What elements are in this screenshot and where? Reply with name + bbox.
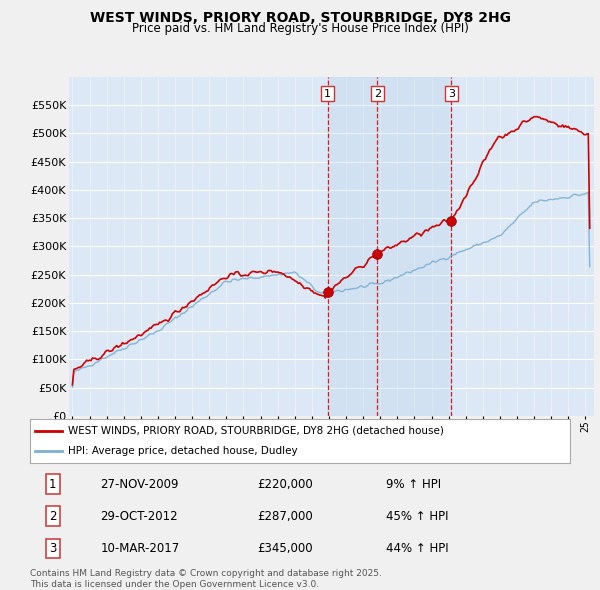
- Text: 9% ↑ HPI: 9% ↑ HPI: [386, 478, 442, 491]
- Text: 1: 1: [324, 88, 331, 99]
- Text: WEST WINDS, PRIORY ROAD, STOURBRIDGE, DY8 2HG (detached house): WEST WINDS, PRIORY ROAD, STOURBRIDGE, DY…: [68, 426, 443, 436]
- Bar: [328, 77, 451, 416]
- Text: WEST WINDS, PRIORY ROAD, STOURBRIDGE, DY8 2HG: WEST WINDS, PRIORY ROAD, STOURBRIDGE, DY…: [89, 11, 511, 25]
- Text: £345,000: £345,000: [257, 542, 313, 555]
- Text: 3: 3: [49, 542, 56, 555]
- Text: HPI: Average price, detached house, Dudley: HPI: Average price, detached house, Dudl…: [68, 446, 298, 456]
- Text: 2: 2: [374, 88, 381, 99]
- Text: £220,000: £220,000: [257, 478, 313, 491]
- Text: 45% ↑ HPI: 45% ↑ HPI: [386, 510, 449, 523]
- Text: 2: 2: [49, 510, 56, 523]
- Text: 29-OCT-2012: 29-OCT-2012: [100, 510, 178, 523]
- Text: 3: 3: [448, 88, 455, 99]
- Text: 10-MAR-2017: 10-MAR-2017: [100, 542, 179, 555]
- Text: Price paid vs. HM Land Registry's House Price Index (HPI): Price paid vs. HM Land Registry's House …: [131, 22, 469, 35]
- Text: 1: 1: [49, 478, 56, 491]
- Text: 27-NOV-2009: 27-NOV-2009: [100, 478, 179, 491]
- Text: 44% ↑ HPI: 44% ↑ HPI: [386, 542, 449, 555]
- Text: Contains HM Land Registry data © Crown copyright and database right 2025.
This d: Contains HM Land Registry data © Crown c…: [30, 569, 382, 589]
- Text: £287,000: £287,000: [257, 510, 313, 523]
